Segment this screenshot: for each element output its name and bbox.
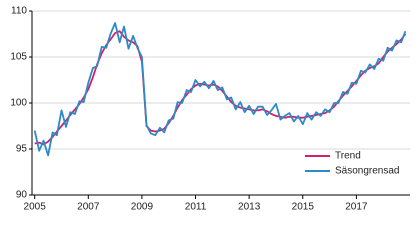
y-tick-label: 110 xyxy=(11,6,27,17)
y-tick-label: 90 xyxy=(16,190,28,201)
x-tick-label: 2013 xyxy=(238,202,261,213)
x-tick-label: 2007 xyxy=(77,202,100,213)
legend-label: Säsongrensad xyxy=(335,166,400,177)
y-tick-label: 105 xyxy=(10,52,27,63)
x-tick-label: 2009 xyxy=(131,202,154,213)
x-tick-label: 2017 xyxy=(345,202,368,213)
y-tick-label: 95 xyxy=(16,144,28,155)
series-line xyxy=(33,22,407,157)
x-tick-label: 2005 xyxy=(24,202,47,213)
x-tick-label: 2011 xyxy=(185,202,207,213)
legend-label: Trend xyxy=(335,151,361,162)
y-tick-label: 100 xyxy=(10,98,27,109)
x-tick-label: 2015 xyxy=(292,202,315,213)
chart: 90 95 100 105 110 2005 2007 2009 2011 2013 2015 201… xyxy=(10,6,410,213)
